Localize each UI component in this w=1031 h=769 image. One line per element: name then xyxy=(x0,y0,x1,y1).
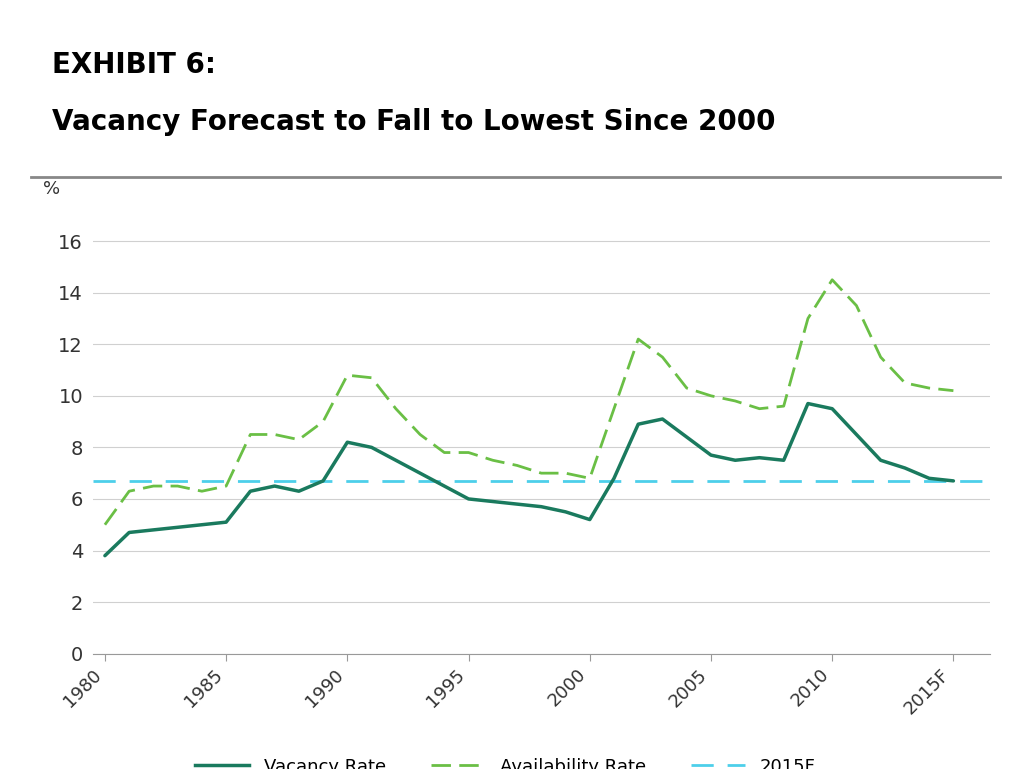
Legend: Vacancy Rate, Availability Rate, 2015F: Vacancy Rate, Availability Rate, 2015F xyxy=(188,751,823,769)
Text: %: % xyxy=(43,180,61,198)
Text: EXHIBIT 6:: EXHIBIT 6: xyxy=(53,51,217,78)
Text: Vacancy Forecast to Fall to Lowest Since 2000: Vacancy Forecast to Fall to Lowest Since… xyxy=(53,108,775,135)
